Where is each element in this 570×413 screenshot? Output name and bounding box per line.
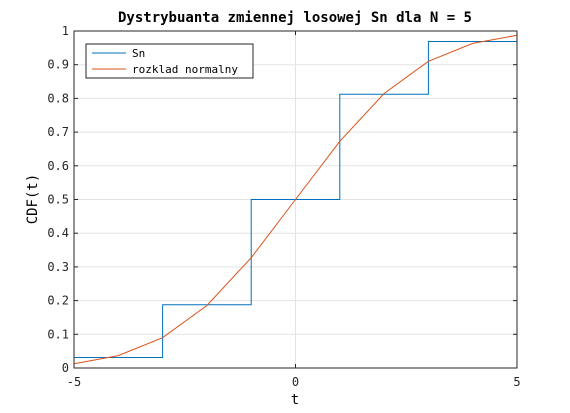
x-axis-label: t bbox=[291, 392, 299, 408]
legend-box bbox=[85, 43, 254, 79]
y-tick-label: 0.7 bbox=[47, 125, 69, 139]
ticks bbox=[73, 30, 518, 369]
series-layer bbox=[73, 31, 518, 365]
x-tick-label: 5 bbox=[513, 375, 520, 389]
series-line-sn bbox=[74, 31, 518, 358]
y-tick-label: 0.5 bbox=[47, 193, 69, 207]
y-tick-label: 0.3 bbox=[47, 260, 69, 274]
chart-title: Dystrybuanta zmiennej losowej Sn dla N =… bbox=[118, 10, 472, 26]
y-tick-label: 0.4 bbox=[47, 226, 69, 240]
y-tick-label: 0.1 bbox=[47, 327, 69, 341]
y-tick-label: 0.8 bbox=[47, 91, 69, 105]
tick-labels: 00.10.20.30.40.50.60.70.80.91-5 0 5 bbox=[47, 24, 520, 389]
y-tick-label: 0.9 bbox=[47, 58, 69, 72]
y-tick-label: 0 bbox=[62, 361, 69, 375]
y-axis-label: CDF(t) bbox=[25, 174, 41, 225]
series-line-normal bbox=[73, 34, 518, 365]
legend-entry-sn: Sn bbox=[132, 47, 145, 60]
y-tick-label: 0.6 bbox=[47, 159, 69, 173]
legend: Sn rozklad normalny bbox=[85, 43, 254, 79]
y-tick-label: 1 bbox=[62, 24, 69, 38]
x-tick-label: 0 bbox=[292, 375, 299, 389]
x-tick-label: -5 bbox=[67, 375, 81, 389]
legend-entry-normal: rozklad normalny bbox=[132, 63, 238, 76]
y-tick-label: 0.2 bbox=[47, 294, 69, 308]
